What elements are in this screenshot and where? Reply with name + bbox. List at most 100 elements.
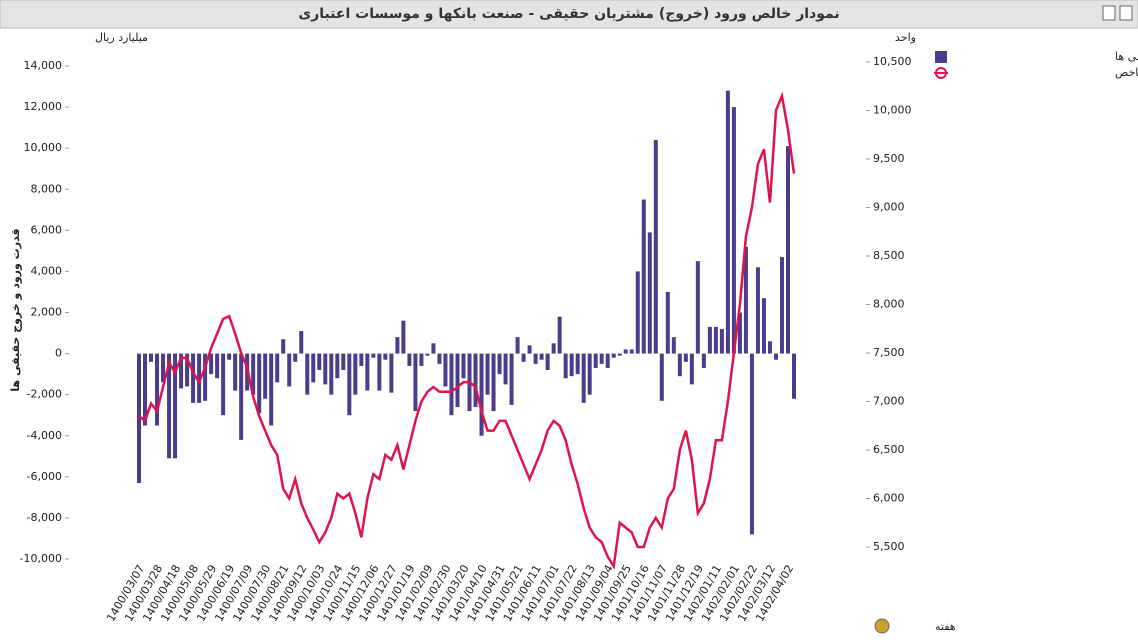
bar <box>137 353 141 483</box>
bar <box>173 353 178 459</box>
bar <box>515 337 520 354</box>
y2-tick-label: 9,500 <box>873 152 905 165</box>
y-axis-title: قدرت ورود و خروج حقیقی ها <box>9 228 23 391</box>
y-tick-label: 4,000 <box>31 264 63 277</box>
bar <box>701 353 706 368</box>
bar <box>689 353 694 385</box>
bar <box>623 349 628 354</box>
bar <box>473 353 478 407</box>
bar <box>743 246 748 354</box>
bar <box>143 353 148 426</box>
bar <box>671 337 676 354</box>
bar <box>527 345 532 354</box>
bar <box>635 271 640 354</box>
bar <box>377 353 382 391</box>
y2-tick-label: 8,500 <box>873 249 905 262</box>
line <box>138 91 796 571</box>
bar <box>215 353 220 379</box>
bar <box>185 353 190 387</box>
bar <box>335 353 340 379</box>
bar <box>599 353 604 364</box>
bar <box>773 353 778 360</box>
bar <box>581 353 586 403</box>
y2-tick-label: 6,500 <box>873 443 905 456</box>
bar <box>197 353 202 403</box>
print-button[interactable] <box>1102 5 1116 21</box>
y2-tick-label: 10,500 <box>873 55 912 68</box>
bar <box>281 339 286 354</box>
bar <box>545 353 550 371</box>
bar <box>275 353 280 383</box>
bar <box>695 261 700 354</box>
bar <box>371 353 376 358</box>
bar <box>461 353 466 379</box>
chart-title: نمودار خالص ورود (خروج) مشتریان حقیقی - … <box>298 6 839 22</box>
bar <box>755 267 760 354</box>
bar <box>419 353 424 366</box>
export-button[interactable] <box>1119 5 1133 21</box>
bar <box>641 199 646 354</box>
bar <box>233 353 238 391</box>
bar <box>539 353 544 360</box>
bar <box>569 353 574 377</box>
bar <box>293 353 298 362</box>
bar <box>263 353 268 399</box>
y-tick-label: 14,000 <box>24 59 63 72</box>
title-bar <box>0 0 1138 29</box>
bar <box>299 330 304 354</box>
y-tick-label: -8,000 <box>27 511 62 524</box>
bar <box>731 107 736 354</box>
bar <box>323 353 328 385</box>
y2-tick-label: 9,000 <box>873 201 905 214</box>
bar <box>737 312 742 354</box>
bar <box>257 353 262 414</box>
bar <box>611 353 616 358</box>
bar <box>155 353 160 426</box>
bar <box>683 353 688 362</box>
bar <box>431 343 436 354</box>
bar <box>401 320 406 354</box>
bar <box>239 353 244 440</box>
bar <box>347 353 352 416</box>
y-tick-label: 6,000 <box>31 223 63 236</box>
y-tick-label: 0 <box>55 347 62 360</box>
bar <box>449 353 454 416</box>
bar <box>353 353 358 395</box>
bar <box>311 353 316 383</box>
bar <box>647 232 652 354</box>
y-tick-label: 10,000 <box>24 141 63 154</box>
bar <box>767 341 772 354</box>
bar <box>443 353 448 387</box>
bar <box>605 353 610 368</box>
y-tick-label: -4,000 <box>27 429 62 442</box>
bar <box>395 337 400 354</box>
bar <box>665 291 670 354</box>
bar <box>167 353 172 459</box>
bar <box>251 353 256 395</box>
y-tick-label: 8,000 <box>31 182 63 195</box>
bar <box>509 353 514 405</box>
bar <box>593 353 598 368</box>
bar <box>779 257 784 354</box>
y2-tick-label: 8,000 <box>873 298 905 311</box>
bar <box>383 353 388 360</box>
y2-tick-label: 6,000 <box>873 492 905 505</box>
bar <box>719 328 724 354</box>
bar <box>365 353 370 391</box>
bar <box>161 353 166 383</box>
zoom-button[interactable] <box>874 618 890 634</box>
y-tick-label: -2,000 <box>27 388 62 401</box>
legend-swatch <box>935 51 947 63</box>
bar <box>305 353 310 395</box>
y2-tick-label: 7,000 <box>873 395 905 408</box>
bar <box>485 353 490 395</box>
bar <box>761 298 766 354</box>
bar <box>329 353 334 395</box>
bar <box>491 353 496 412</box>
bar <box>287 353 292 387</box>
y-tick-label: -10,000 <box>20 552 62 565</box>
bar <box>677 353 682 377</box>
bar <box>203 353 208 401</box>
bar <box>227 353 232 360</box>
y2-tick-label: 5,500 <box>873 540 905 553</box>
